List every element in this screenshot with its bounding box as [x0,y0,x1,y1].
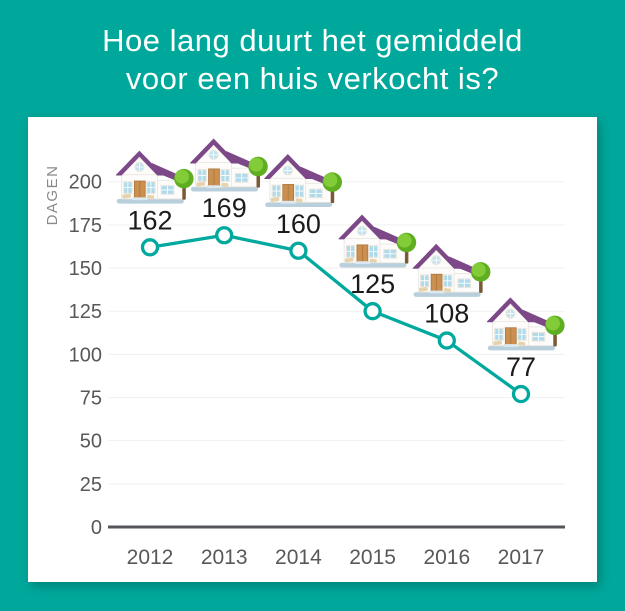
y-tick-label: 175 [69,215,102,237]
data-label: 162 [127,205,172,235]
data-point-marker [437,331,456,350]
y-tick-label: 25 [80,474,102,496]
house-icon [338,213,417,269]
data-label: 108 [424,299,469,329]
data-point-markers [140,226,531,404]
house-icon [116,149,194,205]
x-axis-tick-labels: 2012 2013 2014 2015 2016 2017 [127,546,545,569]
x-tick-label: 2012 [127,546,174,569]
house-icon [264,153,343,208]
data-point-marker [289,241,308,260]
chart-card: 0 25 50 75 100 125 150 175 200 DAGEN 2012 2013 201… [28,117,597,582]
y-axis-tick-labels: 0 25 50 75 100 125 150 175 200 [69,172,102,539]
x-tick-label: 2013 [201,546,248,569]
data-point-marker [511,384,531,404]
house-icons [116,137,565,351]
x-tick-label: 2017 [498,546,545,569]
y-tick-label: 100 [69,344,102,366]
data-label: 160 [276,209,321,239]
page-title-line-2: voor een huis verkocht is? [125,61,500,96]
house-icon [190,137,269,193]
x-tick-label: 2016 [423,546,470,569]
y-tick-label: 0 [91,517,102,539]
y-tick-label: 200 [69,172,102,194]
y-tick-label: 75 [80,388,102,410]
data-point-marker [363,302,382,321]
y-axis-title: DAGEN [44,165,61,226]
data-point-marker [215,226,234,245]
page-title: Hoe lang duurt het gemiddeld voor een hu… [0,22,625,98]
x-tick-label: 2014 [275,546,322,569]
house-icon [487,296,565,351]
x-tick-label: 2015 [349,546,396,569]
gridlines [108,181,565,485]
data-label: 77 [506,352,536,382]
y-tick-label: 125 [69,301,102,323]
series-line [148,233,523,396]
data-label: 169 [202,193,247,223]
data-point-marker [140,238,160,257]
page-title-line-1: Hoe lang duurt het gemiddeld [102,23,523,58]
house-icon [412,243,491,298]
data-label: 125 [350,269,395,299]
data-labels: 162 169 160 125 108 77 [127,193,536,382]
y-tick-label: 50 [80,431,102,453]
y-tick-label: 150 [69,258,102,280]
